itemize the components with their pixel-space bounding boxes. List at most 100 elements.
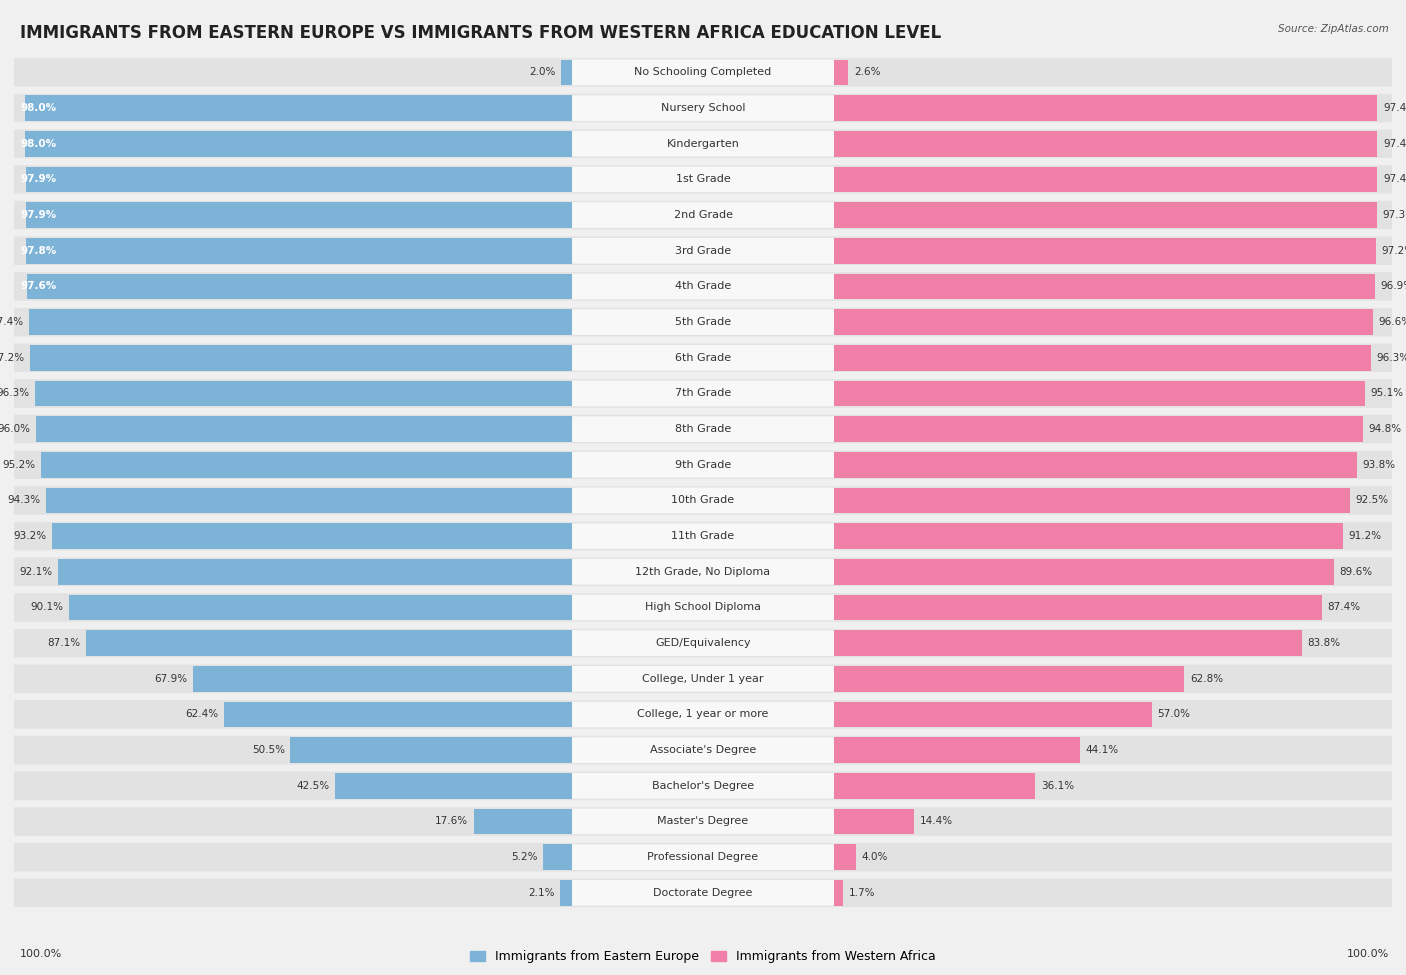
FancyBboxPatch shape [572, 309, 834, 335]
Text: 9th Grade: 9th Grade [675, 460, 731, 470]
FancyBboxPatch shape [572, 773, 834, 799]
FancyBboxPatch shape [572, 844, 834, 870]
FancyBboxPatch shape [572, 345, 834, 370]
Text: 62.4%: 62.4% [186, 710, 218, 720]
Text: 97.4%: 97.4% [0, 317, 22, 327]
Text: 92.5%: 92.5% [1355, 495, 1389, 505]
Text: IMMIGRANTS FROM EASTERN EUROPE VS IMMIGRANTS FROM WESTERN AFRICA EDUCATION LEVEL: IMMIGRANTS FROM EASTERN EUROPE VS IMMIGR… [20, 24, 941, 42]
Text: 97.6%: 97.6% [21, 282, 58, 292]
Text: 96.3%: 96.3% [0, 388, 30, 399]
Text: Kindergarten: Kindergarten [666, 138, 740, 149]
Text: 97.4%: 97.4% [1384, 103, 1406, 113]
Text: 42.5%: 42.5% [297, 781, 329, 791]
Text: 10th Grade: 10th Grade [672, 495, 734, 505]
Bar [86, 630, 572, 656]
Bar [834, 238, 1376, 263]
Text: 5th Grade: 5th Grade [675, 317, 731, 327]
Text: 6th Grade: 6th Grade [675, 353, 731, 363]
Bar [834, 309, 1374, 335]
FancyBboxPatch shape [572, 202, 834, 228]
Text: 4th Grade: 4th Grade [675, 282, 731, 292]
Text: 62.8%: 62.8% [1189, 674, 1223, 683]
FancyBboxPatch shape [572, 595, 834, 620]
FancyBboxPatch shape [572, 808, 834, 835]
Bar [69, 595, 572, 620]
FancyBboxPatch shape [14, 58, 1392, 87]
Text: 57.0%: 57.0% [1157, 710, 1191, 720]
FancyBboxPatch shape [14, 450, 1392, 479]
Bar [834, 345, 1371, 370]
Text: 87.1%: 87.1% [48, 639, 80, 648]
FancyBboxPatch shape [572, 880, 834, 906]
FancyBboxPatch shape [14, 272, 1392, 300]
Text: 97.4%: 97.4% [1384, 138, 1406, 149]
Text: 97.3%: 97.3% [1382, 210, 1406, 220]
Text: Master's Degree: Master's Degree [658, 816, 748, 827]
Text: 50.5%: 50.5% [252, 745, 285, 756]
FancyBboxPatch shape [14, 201, 1392, 229]
Bar [25, 167, 572, 192]
Text: 5.2%: 5.2% [510, 852, 537, 862]
FancyBboxPatch shape [14, 665, 1392, 693]
Bar [52, 524, 572, 549]
FancyBboxPatch shape [14, 165, 1392, 194]
FancyBboxPatch shape [14, 308, 1392, 336]
FancyBboxPatch shape [14, 522, 1392, 551]
Text: 92.1%: 92.1% [20, 566, 52, 577]
FancyBboxPatch shape [14, 130, 1392, 158]
Bar [37, 416, 572, 442]
Bar [46, 488, 572, 513]
FancyBboxPatch shape [572, 559, 834, 585]
Bar [335, 773, 572, 799]
Text: Associate's Degree: Associate's Degree [650, 745, 756, 756]
Bar [834, 96, 1378, 121]
Text: 98.0%: 98.0% [21, 138, 58, 149]
Text: 98.0%: 98.0% [21, 103, 58, 113]
Text: Nursery School: Nursery School [661, 103, 745, 113]
Text: Source: ZipAtlas.com: Source: ZipAtlas.com [1278, 24, 1389, 34]
Bar [25, 96, 572, 121]
Text: 1st Grade: 1st Grade [676, 175, 730, 184]
FancyBboxPatch shape [14, 878, 1392, 907]
FancyBboxPatch shape [14, 736, 1392, 764]
Text: 4.0%: 4.0% [862, 852, 889, 862]
Bar [25, 131, 572, 157]
Bar [834, 167, 1378, 192]
FancyBboxPatch shape [572, 666, 834, 691]
Bar [834, 202, 1376, 228]
FancyBboxPatch shape [572, 238, 834, 263]
Text: 97.9%: 97.9% [21, 210, 58, 220]
Bar [27, 238, 572, 263]
FancyBboxPatch shape [14, 807, 1392, 836]
Text: 97.8%: 97.8% [21, 246, 58, 255]
Text: 2.1%: 2.1% [529, 888, 555, 898]
Bar [834, 702, 1152, 727]
Text: 100.0%: 100.0% [1347, 949, 1389, 958]
Text: 36.1%: 36.1% [1040, 781, 1074, 791]
FancyBboxPatch shape [572, 416, 834, 442]
FancyBboxPatch shape [572, 702, 834, 727]
Bar [41, 452, 572, 478]
Text: 96.0%: 96.0% [0, 424, 31, 434]
Text: 94.3%: 94.3% [7, 495, 41, 505]
FancyBboxPatch shape [572, 380, 834, 407]
Text: 95.1%: 95.1% [1369, 388, 1403, 399]
Text: 7th Grade: 7th Grade [675, 388, 731, 399]
Text: 96.3%: 96.3% [1376, 353, 1406, 363]
Text: 67.9%: 67.9% [155, 674, 187, 683]
FancyBboxPatch shape [572, 488, 834, 513]
Bar [834, 380, 1365, 407]
Bar [834, 666, 1184, 691]
Text: 89.6%: 89.6% [1340, 566, 1372, 577]
Text: High School Diploma: High School Diploma [645, 603, 761, 612]
Text: 83.8%: 83.8% [1308, 639, 1340, 648]
Text: Doctorate Degree: Doctorate Degree [654, 888, 752, 898]
FancyBboxPatch shape [572, 96, 834, 121]
Text: 96.6%: 96.6% [1378, 317, 1406, 327]
FancyBboxPatch shape [572, 452, 834, 478]
Text: 12th Grade, No Diploma: 12th Grade, No Diploma [636, 566, 770, 577]
Text: College, 1 year or more: College, 1 year or more [637, 710, 769, 720]
Text: 87.4%: 87.4% [1327, 603, 1360, 612]
Bar [834, 416, 1362, 442]
FancyBboxPatch shape [572, 167, 834, 192]
